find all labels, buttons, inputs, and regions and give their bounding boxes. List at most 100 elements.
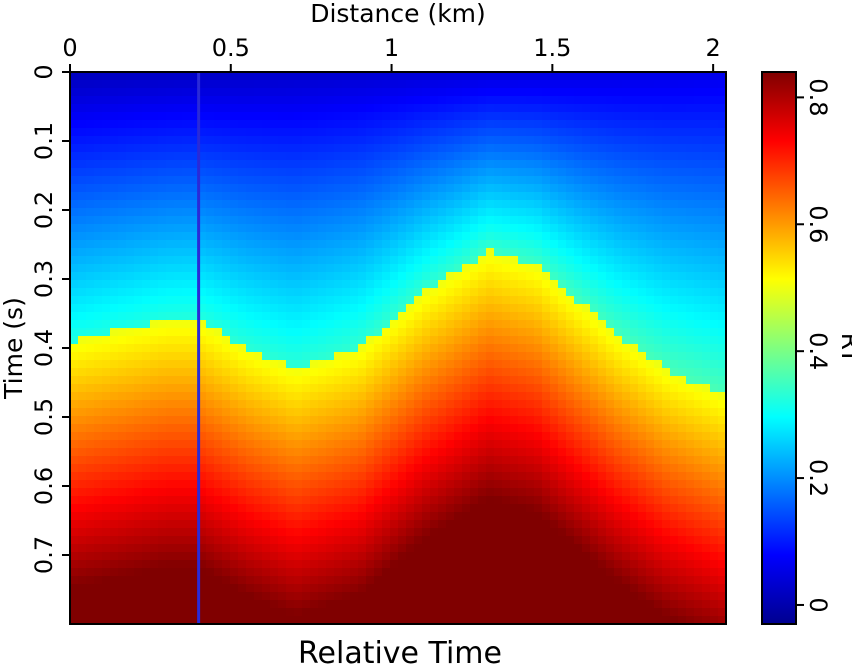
heatmap-cell [246, 312, 255, 321]
heatmap-cell [94, 392, 103, 401]
heatmap-cell [446, 328, 455, 337]
heatmap-cell [150, 440, 159, 449]
heatmap-cell [190, 520, 199, 529]
heatmap-cell [302, 208, 311, 217]
heatmap-cell [150, 296, 159, 305]
heatmap-cell [486, 88, 495, 97]
heatmap-cell [214, 152, 223, 161]
heatmap-cell [254, 184, 263, 193]
heatmap-cell [542, 424, 551, 433]
heatmap-cell [534, 256, 543, 265]
heatmap-cell [70, 216, 79, 225]
heatmap-cell [166, 480, 175, 489]
heatmap-cell [454, 352, 463, 361]
heatmap-cell [174, 368, 183, 377]
heatmap-cell [94, 488, 103, 497]
heatmap-cell [286, 88, 295, 97]
heatmap-cell [110, 88, 119, 97]
heatmap-cell [470, 272, 479, 281]
heatmap-cell [286, 216, 295, 225]
heatmap-cell [510, 608, 519, 617]
heatmap-cell [182, 304, 191, 313]
heatmap-cell [142, 120, 151, 129]
heatmap-cell [542, 200, 551, 209]
heatmap-cell [566, 208, 575, 217]
heatmap-cell [270, 136, 279, 145]
heatmap-cell [558, 424, 567, 433]
heatmap-cell [158, 448, 167, 457]
heatmap-cell [374, 368, 383, 377]
heatmap-cell [294, 80, 303, 89]
heatmap-cell [214, 88, 223, 97]
heatmap-cell [150, 152, 159, 161]
heatmap-cell [102, 392, 111, 401]
heatmap-cell [590, 304, 599, 313]
heatmap-cell [158, 72, 167, 81]
heatmap-cell [270, 128, 279, 137]
heatmap-cell [646, 176, 655, 185]
heatmap-cell [454, 560, 463, 569]
heatmap-cell [558, 304, 567, 313]
heatmap-cell [614, 576, 623, 585]
heatmap-cell [102, 336, 111, 345]
heatmap-cell [358, 120, 367, 129]
heatmap-cell [350, 400, 359, 409]
heatmap-cell [558, 88, 567, 97]
heatmap-cell [358, 72, 367, 81]
heatmap-cell [478, 392, 487, 401]
heatmap-cell [574, 144, 583, 153]
heatmap-cell [462, 128, 471, 137]
heatmap-cell [318, 480, 327, 489]
heatmap-cell [430, 264, 439, 273]
heatmap-cell [70, 160, 79, 169]
heatmap-cell [86, 608, 95, 617]
heatmap-cell [558, 576, 567, 585]
heatmap-cell [230, 360, 239, 369]
heatmap-cell [110, 616, 119, 624]
heatmap-cell [182, 408, 191, 417]
heatmap-cell [534, 568, 543, 577]
heatmap-cell [590, 352, 599, 361]
heatmap-cell [470, 344, 479, 353]
heatmap-cell [142, 400, 151, 409]
heatmap-cell [630, 80, 639, 89]
heatmap-cell [166, 552, 175, 561]
heatmap-cell [526, 240, 535, 249]
heatmap-cell [342, 568, 351, 577]
heatmap-cell [326, 448, 335, 457]
heatmap-cell [70, 152, 79, 161]
heatmap-cell [606, 304, 615, 313]
heatmap-cell [638, 392, 647, 401]
heatmap-cell [326, 544, 335, 553]
heatmap-cell [366, 328, 375, 337]
heatmap-cell [422, 96, 431, 105]
heatmap-cell [150, 280, 159, 289]
heatmap-cell [630, 392, 639, 401]
heatmap-cell [486, 592, 495, 601]
heatmap-cell [294, 224, 303, 233]
heatmap-cell [382, 248, 391, 257]
heatmap-cell [326, 520, 335, 529]
heatmap-cell [302, 600, 311, 609]
heatmap-cell [278, 600, 287, 609]
heatmap-cell [630, 232, 639, 241]
heatmap-cell [134, 568, 143, 577]
heatmap-cell [502, 440, 511, 449]
heatmap-cell [382, 616, 391, 624]
heatmap-cell [630, 184, 639, 193]
heatmap-cell [182, 600, 191, 609]
heatmap-cell [574, 104, 583, 113]
heatmap-cell [454, 528, 463, 537]
heatmap-cell [246, 528, 255, 537]
heatmap-cell [478, 352, 487, 361]
heatmap-cell [214, 320, 223, 329]
heatmap-cell [550, 472, 559, 481]
heatmap-cell [166, 504, 175, 513]
heatmap-cell [614, 448, 623, 457]
heatmap-cell [214, 568, 223, 577]
heatmap-cell [182, 280, 191, 289]
heatmap-cell [614, 464, 623, 473]
heatmap-cell [254, 224, 263, 233]
heatmap-cell [638, 160, 647, 169]
heatmap-cell [142, 360, 151, 369]
